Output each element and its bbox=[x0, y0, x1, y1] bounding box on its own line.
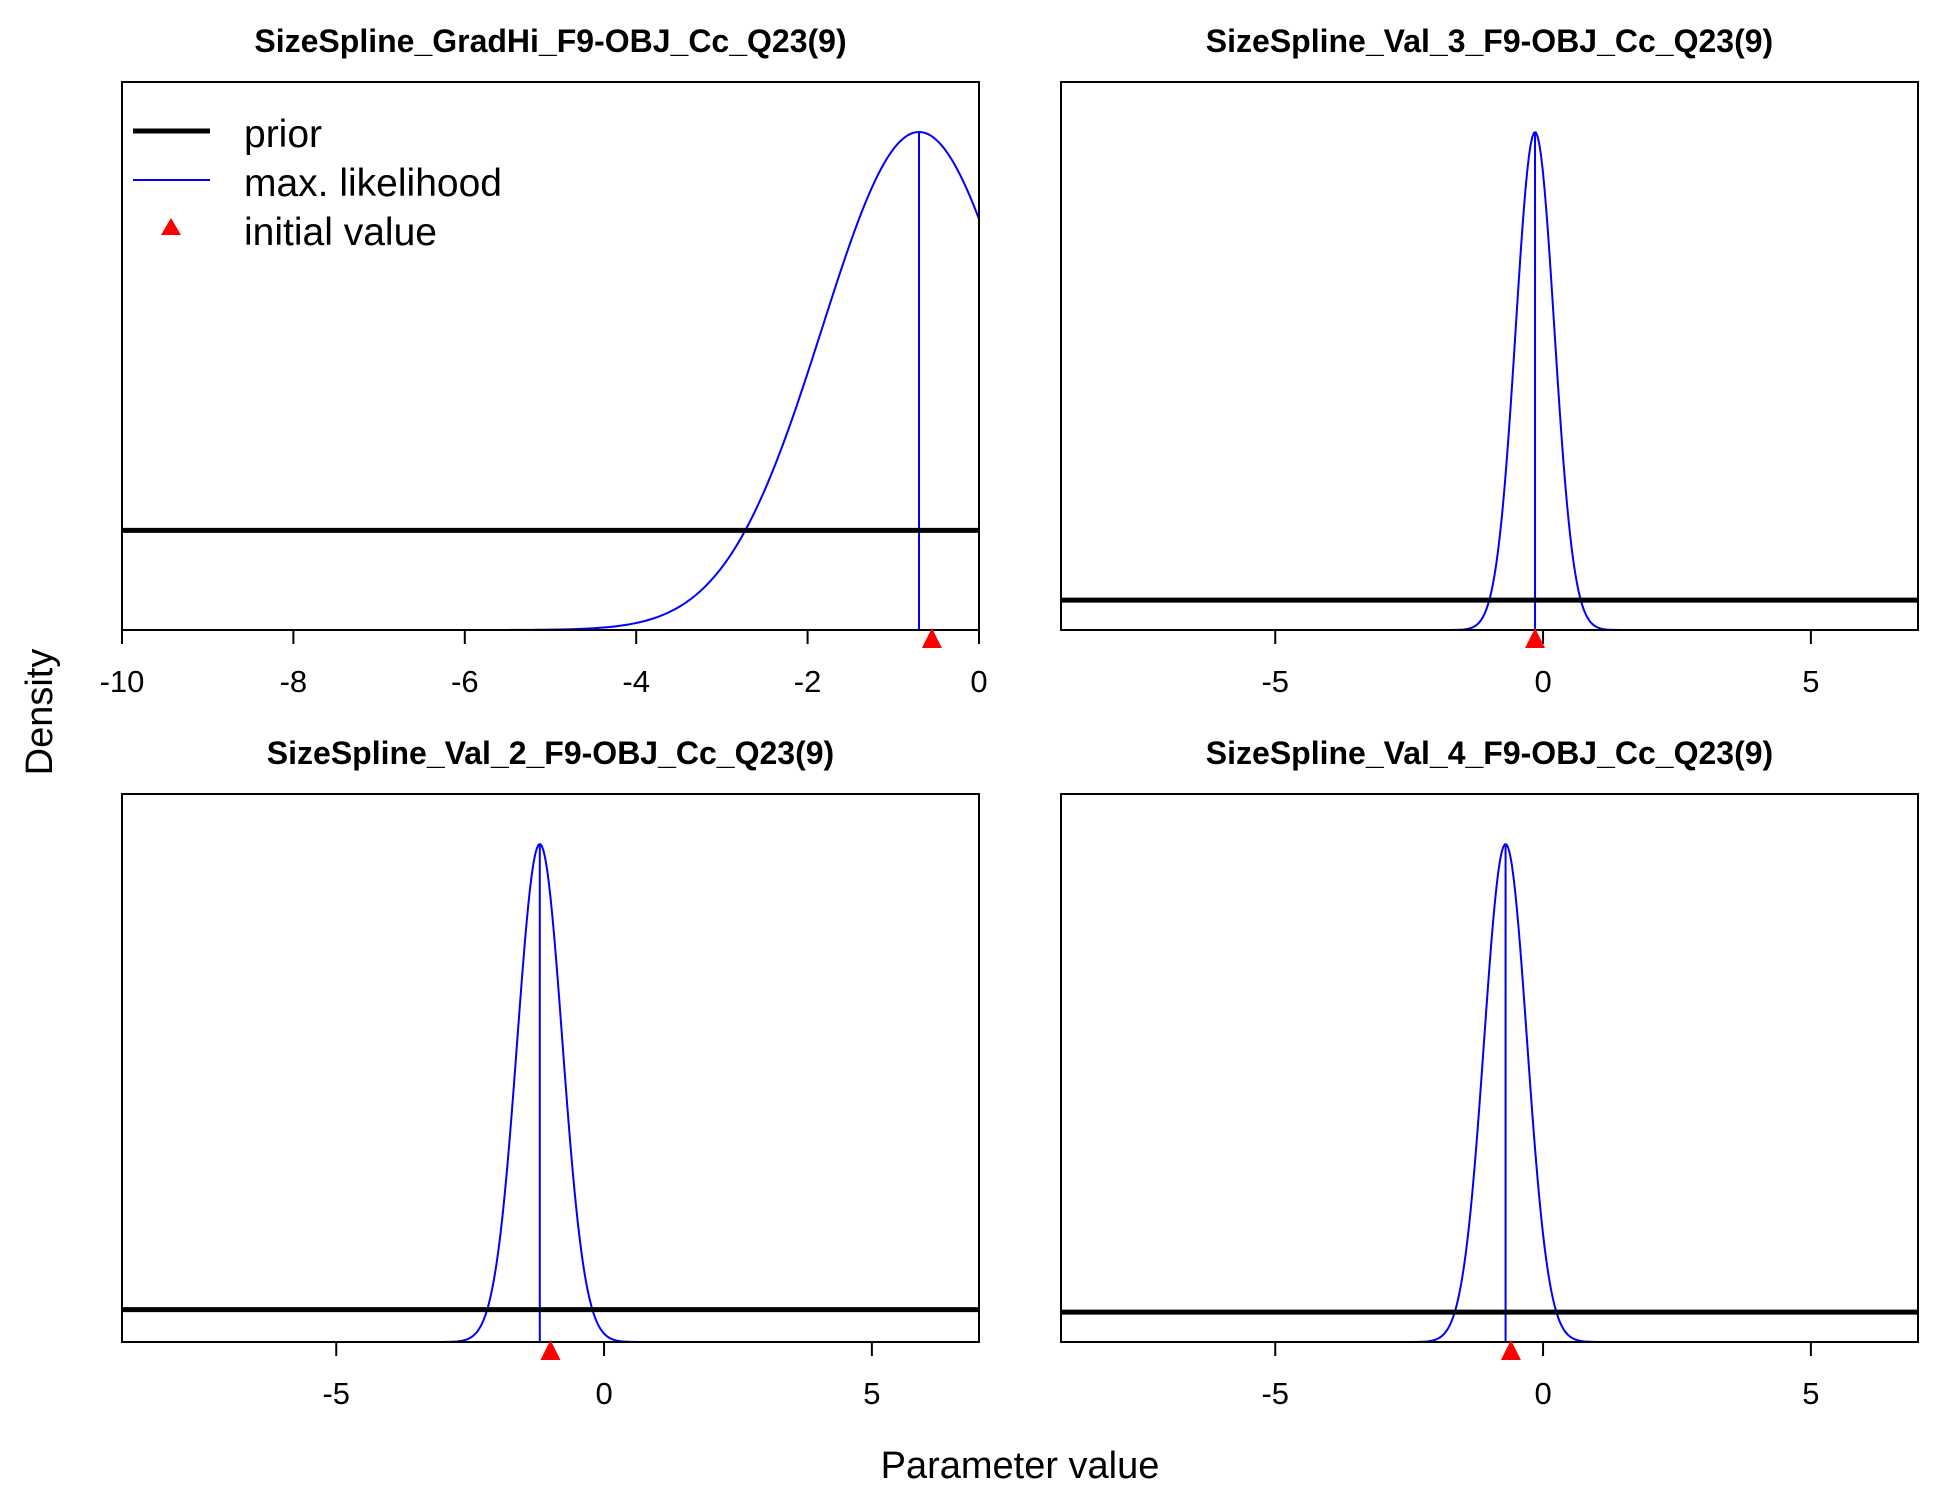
x-tick-label: 0 bbox=[1534, 664, 1551, 699]
panel-3: SizeSpline_Val_2_F9-OBJ_Cc_Q23(9) -5 0 5 bbox=[121, 735, 980, 1411]
x-tick-label: 0 bbox=[595, 1376, 612, 1411]
x-tick-label: -2 bbox=[794, 664, 822, 699]
panel-4: SizeSpline_Val_4_F9-OBJ_Cc_Q23(9) -5 0 5 bbox=[1060, 735, 1919, 1411]
x-axis: -5 0 5 bbox=[1261, 1342, 1820, 1411]
x-tick-label: 5 bbox=[1802, 1376, 1819, 1411]
panel-1: SizeSpline_GradHi_F9-OBJ_Cc_Q23(9)-10 -8-… bbox=[100, 23, 988, 699]
x-tick-label: 0 bbox=[970, 664, 987, 699]
legend: prior max. likelihood initial value bbox=[133, 113, 502, 254]
likelihood-curve bbox=[122, 842, 979, 1342]
legend-swatch-initial bbox=[161, 218, 181, 235]
panels: SizeSpline_GradHi_F9-OBJ_Cc_Q23(9)-10 -8-… bbox=[100, 23, 1919, 1411]
initial-value-marker bbox=[540, 1340, 561, 1360]
initial-value-marker bbox=[921, 628, 942, 648]
plot-frame bbox=[1060, 793, 1919, 1343]
x-axis: -10 -8 -6 -4 -2 0 bbox=[100, 629, 988, 699]
x-tick-label: 5 bbox=[863, 1376, 880, 1411]
x-tick-label: 0 bbox=[1534, 1376, 1551, 1411]
x-tick-label: -8 bbox=[280, 664, 308, 699]
legend-label: prior bbox=[244, 113, 322, 156]
x-axis-label: Parameter value bbox=[881, 1445, 1160, 1487]
panel-2: SizeSpline_Val_3_F9-OBJ_Cc_Q23(9) -5 0 5 bbox=[1060, 23, 1919, 699]
panel-title: SizeSpline_Val_2_F9-OBJ_Cc_Q23(9) bbox=[267, 735, 834, 771]
x-tick-label: -6 bbox=[451, 664, 479, 699]
x-tick-label: -5 bbox=[1261, 664, 1289, 699]
x-tick-label: 5 bbox=[1802, 664, 1819, 699]
initial-value-marker bbox=[1500, 1340, 1521, 1360]
plot-frame bbox=[1060, 81, 1919, 631]
panel-title: SizeSpline_GradHi_F9-OBJ_Cc_Q23(9) bbox=[254, 23, 846, 59]
x-tick-label: -4 bbox=[622, 664, 650, 699]
panel-title: SizeSpline_Val_4_F9-OBJ_Cc_Q23(9) bbox=[1206, 735, 1773, 771]
initial-value-marker bbox=[1525, 628, 1546, 648]
x-axis: -5 0 5 bbox=[1261, 630, 1820, 699]
x-tick-label: -5 bbox=[322, 1376, 350, 1411]
legend-label: initial value bbox=[244, 211, 437, 254]
y-axis-label: Density bbox=[19, 649, 61, 776]
x-axis: -5 0 5 bbox=[322, 1342, 881, 1411]
legend-label: max. likelihood bbox=[244, 162, 502, 205]
x-tick-label: -10 bbox=[100, 664, 145, 699]
x-tick-label: -5 bbox=[1261, 1376, 1289, 1411]
panel-title: SizeSpline_Val_3_F9-OBJ_Cc_Q23(9) bbox=[1206, 23, 1773, 59]
likelihood-curve bbox=[1061, 843, 1918, 1342]
